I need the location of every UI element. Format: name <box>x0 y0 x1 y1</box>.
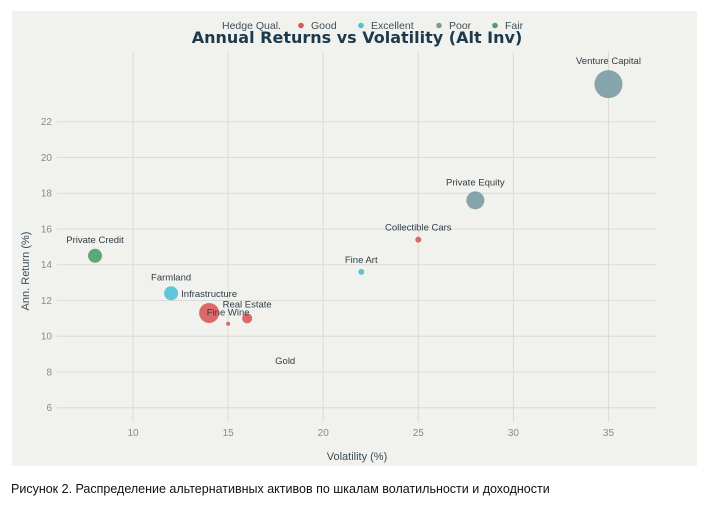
legend-marker <box>436 22 442 29</box>
point-label: Infrastructure <box>181 289 237 300</box>
point-label: Real Estate <box>223 299 272 310</box>
data-point[interactable] <box>466 191 485 210</box>
data-point[interactable] <box>358 268 365 275</box>
y-axis-title: Ann. Return (%) <box>20 232 32 311</box>
chart-container: 10 15 20 25 30 35 6 8 10 12 14 16 18 20 22 Annual Retu… <box>12 11 697 466</box>
legend-marker <box>492 22 498 29</box>
chart-title: Annual Returns vs Volatility (Alt Inv) <box>192 28 523 47</box>
data-point[interactable] <box>226 321 231 326</box>
data-point[interactable] <box>242 313 253 324</box>
data-point[interactable] <box>164 286 179 301</box>
point-label: Gold <box>275 356 295 367</box>
point-label: Farmland <box>151 272 191 283</box>
point-label: Fine Wine <box>207 308 250 319</box>
y-tick-label: 22 <box>41 117 53 128</box>
axis-ticks: 10 15 20 25 30 35 6 8 10 12 14 16 18 20 22 <box>41 117 615 439</box>
scatter-chart: 10 15 20 25 30 35 6 8 10 12 14 16 18 20 22 Annual Retu… <box>20 20 656 463</box>
legend-marker <box>358 22 364 29</box>
y-tick-label: 20 <box>41 153 53 164</box>
y-tick-label: 14 <box>41 260 53 271</box>
legend-label: Fair <box>505 20 524 32</box>
y-tick-label: 6 <box>46 403 52 414</box>
legend-title: Hedge Qual. <box>222 20 281 32</box>
legend-item-fair[interactable]: Fair <box>492 20 524 32</box>
point-label: Private Equity <box>446 177 505 188</box>
legend-item-poor[interactable]: Poor <box>436 20 472 32</box>
data-point[interactable] <box>88 248 103 263</box>
x-tick-label: 15 <box>223 428 235 439</box>
y-tick-label: 12 <box>41 296 53 307</box>
point-label: Collectible Cars <box>385 223 452 234</box>
x-tick-label: 30 <box>508 428 520 439</box>
grid <box>57 52 656 422</box>
legend-item-good[interactable]: Good <box>298 20 337 32</box>
y-tick-label: 10 <box>41 332 53 343</box>
y-tick-label: 18 <box>41 189 53 200</box>
legend-item-excellent[interactable]: Excellent <box>358 20 414 32</box>
point-labels: Venture Capital Private Equity Collectible… <box>66 56 641 367</box>
data-point[interactable] <box>594 70 623 99</box>
data-points <box>88 70 623 326</box>
legend-marker <box>298 22 304 29</box>
point-label: Private Credit <box>66 235 124 246</box>
y-tick-label: 16 <box>41 224 53 235</box>
x-axis-title: Volatility (%) <box>327 451 388 463</box>
x-tick-label: 35 <box>603 428 615 439</box>
data-point[interactable] <box>199 302 220 323</box>
legend-label: Poor <box>449 20 472 32</box>
x-tick-label: 10 <box>128 428 140 439</box>
y-tick-label: 8 <box>46 367 52 378</box>
legend: Hedge Qual. Good Excellent Poor Fair <box>222 20 524 32</box>
point-label: Fine Art <box>345 255 378 266</box>
legend-label: Excellent <box>371 20 414 32</box>
x-tick-label: 25 <box>413 428 425 439</box>
figure-caption: Рисунок 2. Распределение альтернативных … <box>11 482 550 496</box>
legend-label: Good <box>311 20 337 32</box>
data-point[interactable] <box>415 236 422 243</box>
point-label: Venture Capital <box>576 56 641 67</box>
x-tick-label: 20 <box>318 428 330 439</box>
